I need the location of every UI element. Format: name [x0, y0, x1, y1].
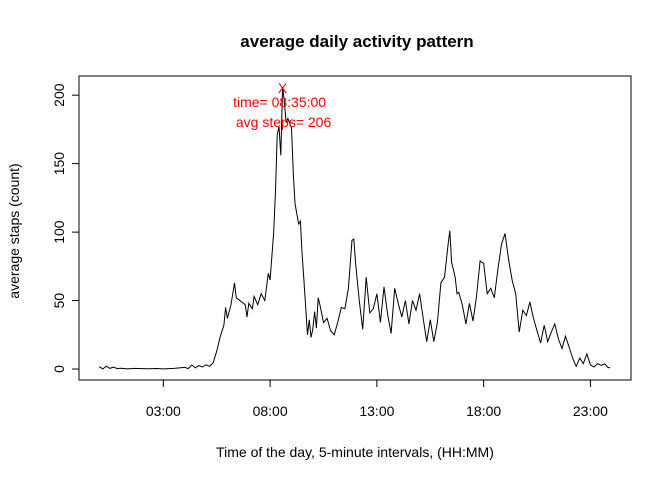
x-tick-label: 18:00 [466, 403, 501, 419]
peak-marker: X [278, 80, 288, 96]
x-axis: 03:00 08:00 13:00 18:00 23:00 [146, 379, 608, 419]
y-tick-label: 200 [51, 83, 67, 107]
y-tick-label: 50 [51, 293, 67, 309]
plot-box [78, 75, 632, 381]
y-axis: 0 50 100 150 200 [51, 83, 80, 373]
x-tick-label: 03:00 [146, 403, 181, 419]
x-axis-label: Time of the day, 5-minute intervals, (HH… [216, 444, 494, 460]
peak-annotation-time: time= 08:35:00 [233, 94, 326, 110]
chart-title: average daily activity pattern [240, 32, 473, 51]
y-tick-label: 150 [51, 152, 67, 176]
x-tick-label: 23:00 [573, 403, 608, 419]
y-tick-label: 100 [51, 220, 67, 244]
x-tick-label: 13:00 [359, 403, 394, 419]
y-tick-label: 0 [51, 365, 67, 373]
peak-annotation-steps: avg steps= 206 [236, 114, 332, 130]
series-line [99, 86, 611, 370]
x-tick-label: 08:00 [253, 403, 288, 419]
y-axis-label: average staps (count) [6, 163, 22, 298]
